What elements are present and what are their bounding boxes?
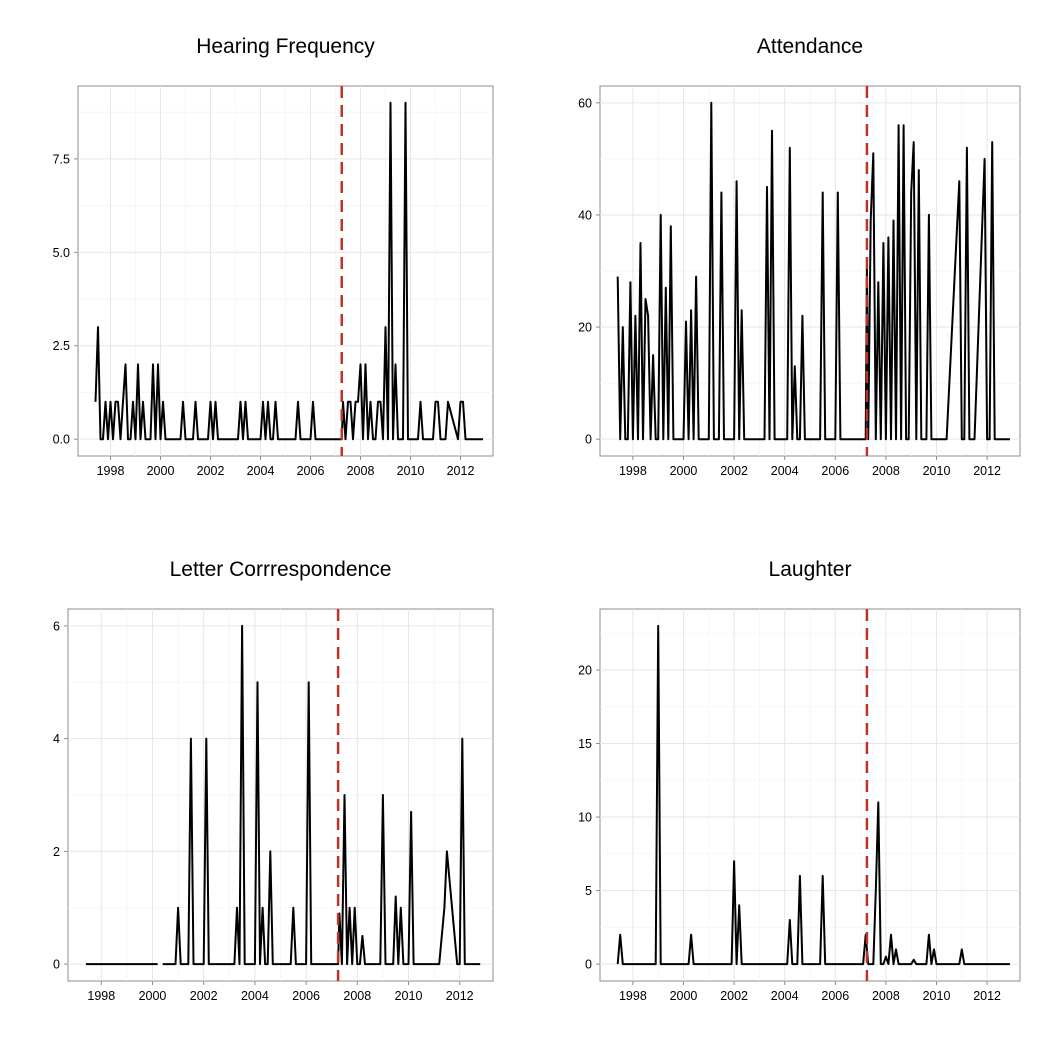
- x-tick-label: 2000: [670, 464, 698, 478]
- x-tick-label: 2008: [347, 464, 375, 478]
- x-tick-label: 2002: [720, 989, 748, 1003]
- y-tick-label: 10: [578, 811, 592, 825]
- y-tick-label: 60: [578, 96, 592, 110]
- x-tick-label: 2000: [147, 464, 175, 478]
- x-tick-label: 2004: [247, 464, 275, 478]
- x-tick-label: 2002: [190, 989, 218, 1003]
- x-tick-label: 2004: [771, 464, 799, 478]
- data-series-line: [94, 101, 483, 441]
- y-tick-label: 7.5: [53, 152, 70, 166]
- x-tick-label: 2012: [973, 464, 1001, 478]
- y-tick-label: 5.0: [53, 246, 70, 260]
- y-tick-label: 4: [53, 732, 60, 746]
- panel-title: Attendance: [757, 35, 863, 58]
- x-tick-label: 2008: [343, 989, 371, 1003]
- x-tick-label: 2010: [397, 464, 425, 478]
- x-tick-label: 1998: [87, 989, 115, 1003]
- x-tick-label: 2000: [670, 989, 698, 1003]
- x-tick-label: 2006: [821, 989, 849, 1003]
- x-tick-label: 2010: [923, 989, 951, 1003]
- chart-panel-1: Hearing Frequency 1998 2000 2002 2004 2006 200…: [53, 35, 494, 478]
- y-tick-label: 20: [578, 664, 592, 678]
- y-tick-label: 6: [53, 619, 60, 633]
- x-tick-label: 2010: [395, 989, 423, 1003]
- y-tick-label: 20: [578, 321, 592, 335]
- x-tick-label: 1998: [97, 464, 125, 478]
- data-series-line: [616, 101, 1010, 441]
- data-series-line: [162, 624, 481, 966]
- x-tick-label: 2000: [139, 989, 167, 1003]
- y-tick-label: 5: [585, 884, 592, 898]
- y-tick-label: 2.5: [53, 339, 70, 353]
- x-tick-label: 2006: [292, 989, 320, 1003]
- x-tick-label: 2004: [771, 989, 799, 1003]
- panel-title: Letter Corrrespondence: [170, 558, 392, 581]
- x-tick-label: 2002: [197, 464, 225, 478]
- x-tick-label: 2012: [447, 464, 475, 478]
- x-tick-label: 1998: [619, 989, 647, 1003]
- y-tick-label: 0: [585, 958, 592, 972]
- y-tick-label: 40: [578, 208, 592, 222]
- x-tick-label: 2012: [446, 989, 474, 1003]
- x-tick-label: 2008: [872, 989, 900, 1003]
- data-series-line: [616, 624, 1010, 966]
- y-tick-label: 0: [585, 433, 592, 447]
- y-tick-label: 2: [53, 845, 60, 859]
- x-tick-label: 2002: [720, 464, 748, 478]
- x-tick-label: 2006: [297, 464, 325, 478]
- chart-panel-2: Attendance 1998 2000 2002 2004 2006 2008 2010 20…: [578, 35, 1021, 478]
- panel-title: Laughter: [769, 558, 852, 581]
- y-tick-label: 15: [578, 737, 592, 751]
- y-tick-label: 0: [53, 958, 60, 972]
- y-tick-label: 0.0: [53, 433, 70, 447]
- x-tick-label: 2010: [923, 464, 951, 478]
- x-tick-label: 2008: [872, 464, 900, 478]
- x-tick-label: 2004: [241, 989, 269, 1003]
- panel-title: Hearing Frequency: [196, 35, 375, 58]
- x-tick-label: 1998: [619, 464, 647, 478]
- x-tick-label: 2012: [973, 989, 1001, 1003]
- x-tick-label: 2006: [821, 464, 849, 478]
